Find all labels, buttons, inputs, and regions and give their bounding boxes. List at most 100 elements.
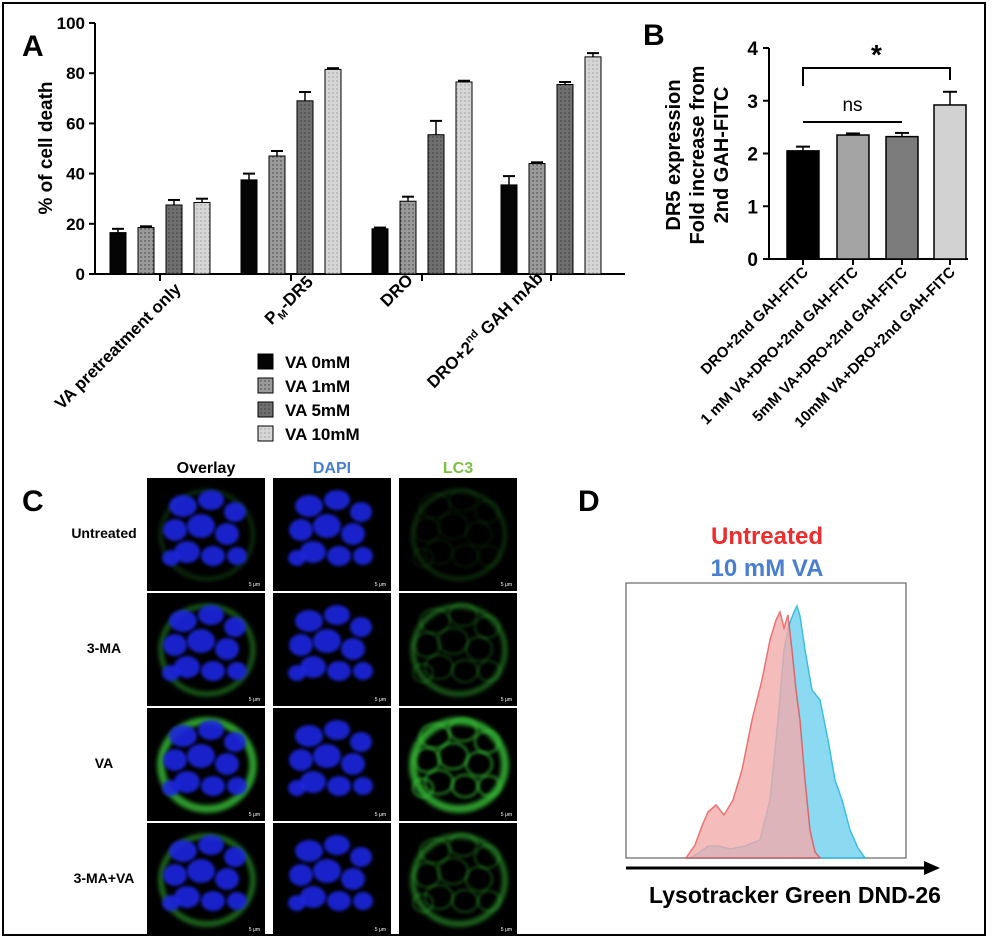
legend-swatch [257, 401, 274, 418]
scale-bar-label: 5 μm [501, 697, 512, 703]
micrograph-content [159, 489, 255, 581]
micrograph-tile: 5 μm [399, 823, 517, 936]
lc3-ring [465, 521, 493, 547]
dapi-nucleus [295, 840, 323, 862]
dapi-nucleus [353, 777, 373, 795]
micrograph-content [288, 490, 373, 566]
legend-label: VA 5mM [285, 401, 350, 420]
micrograph-content [288, 720, 373, 796]
dapi-nucleus [353, 662, 373, 680]
dapi-nucleus [327, 661, 351, 681]
chart-a-bar [455, 81, 473, 275]
lc3-ring [437, 627, 469, 655]
dapi-nucleus [313, 629, 341, 653]
histogram-series-untreated [684, 609, 822, 859]
chart-a-bar [109, 232, 127, 275]
dapi-nucleus [198, 490, 224, 510]
micrograph-content [409, 717, 509, 813]
dapi-nucleus [288, 665, 306, 681]
lc3-ring [419, 608, 451, 634]
chart-b-y-tick-label: 3 [747, 92, 758, 113]
dapi-nucleus [324, 490, 350, 510]
dapi-nucleus [227, 547, 247, 565]
dapi-nucleus [169, 495, 197, 517]
legend-label: VA 10mM [285, 425, 360, 444]
panel-label-b: B [643, 19, 665, 52]
dapi-nucleus [169, 610, 197, 632]
dapi-nucleus [169, 840, 197, 862]
lc3-ring [477, 660, 501, 682]
scale-bar-label: 5 μm [375, 582, 386, 588]
scale-bar-label: 5 μm [375, 927, 386, 933]
dapi-nucleus [174, 771, 200, 793]
significance-label-star: * [871, 39, 882, 70]
chart-a-bar [296, 100, 314, 275]
chart-b: DR5 expression Fold increase from 2nd GA… [663, 39, 968, 431]
microscopy-column-header: DAPI [313, 460, 351, 477]
legend-swatch [257, 425, 274, 442]
dapi-nucleus [288, 895, 306, 911]
chart-a-x-tick-label: DRO+2nd GAH mAb [423, 268, 547, 392]
chart-a-x-tick-label: PM-DR5 [261, 272, 319, 330]
dapi-nucleus [198, 835, 224, 855]
chart-b-y-label-line-2: Fold increase from [687, 66, 709, 245]
lc3-signal [410, 603, 508, 697]
dapi-nucleus [324, 720, 350, 740]
chart-a-bar [371, 228, 389, 275]
chart-a-bar [556, 83, 574, 275]
legend-swatch [257, 353, 274, 370]
dapi-nucleus [313, 859, 341, 883]
lc3-ring [474, 615, 500, 639]
lc3-ring [437, 512, 469, 540]
microscopy-row-label: 3-MA+VA [74, 870, 135, 886]
dapi-nucleus [300, 656, 326, 678]
dapi-nucleus [162, 780, 180, 796]
lc3-signal [410, 833, 508, 927]
dapi-nucleus [300, 771, 326, 793]
micrograph-tile: 5 μm [399, 708, 517, 821]
chart-a-bar [268, 155, 286, 275]
micrograph-content [288, 835, 373, 911]
micrograph-content [411, 488, 507, 581]
chart-a-bar [240, 179, 258, 275]
chart-a-x-tick-label: DRO [377, 270, 417, 310]
chart-b-y-tick-label: 4 [747, 39, 758, 60]
scale-bar-label: 5 μm [249, 582, 260, 588]
dapi-nucleus [215, 523, 239, 545]
chart-a-bar [165, 204, 183, 275]
chart-a-bar [193, 201, 211, 275]
chart-a-legend: VA 0mM VA 1mM VA 5mM VA 10mM [257, 353, 360, 444]
chart-b-bar [885, 135, 919, 260]
scale-bar-label: 5 μm [501, 927, 512, 933]
dapi-nucleus [289, 864, 313, 886]
micrograph-tile: 5 μm [147, 823, 265, 936]
dapi-nucleus [324, 605, 350, 625]
scale-bar-label: 5 μm [249, 927, 260, 933]
dapi-nucleus [350, 732, 372, 752]
dapi-nucleus [341, 868, 365, 890]
micrograph-tile: 5 μm [399, 593, 517, 706]
chart-b-y-label-line-1: DR5 expression [663, 79, 685, 230]
dapi-nucleus [295, 495, 323, 517]
legend-swatch [257, 377, 274, 394]
dapi-nucleus [187, 859, 215, 883]
dapi-nucleus [324, 835, 350, 855]
dapi-nucleus [162, 895, 180, 911]
chart-a-y-tick-label: 80 [66, 64, 85, 83]
micrograph-tile: 5 μm [273, 593, 391, 706]
dapi-nucleus [289, 634, 313, 656]
microscopy-column-header: LC3 [443, 460, 473, 477]
dapi-nucleus [163, 519, 187, 541]
chart-a-x-tick-label: VA pretreatment only [51, 279, 185, 413]
dapi-nucleus [201, 891, 225, 911]
lc3-ring [477, 890, 501, 912]
dapi-nucleus [224, 732, 246, 752]
dapi-nucleus [289, 519, 313, 541]
chart-a-bar [500, 184, 518, 275]
histogram-legend-va: 10 mM VA [711, 555, 824, 582]
panel-label-c: C [22, 485, 44, 518]
microscopy-column-header: Overlay [177, 460, 236, 477]
chart-a-y-tick-label: 60 [66, 114, 85, 133]
chart-a-y-axis-label: % of cell death [36, 81, 57, 214]
chart-b-bar [786, 150, 820, 260]
